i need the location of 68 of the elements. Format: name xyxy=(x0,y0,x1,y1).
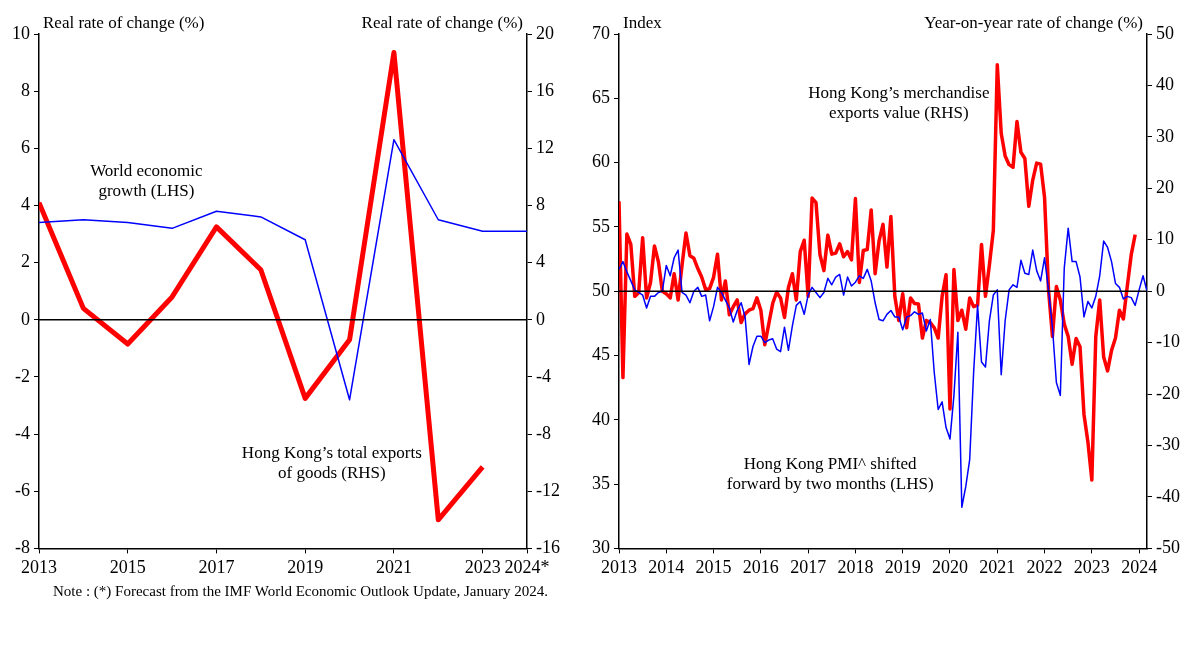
x-tick-label: 2017 xyxy=(790,556,827,577)
y2-tick-label: 40 xyxy=(1156,74,1175,95)
y-tick-label: 40 xyxy=(592,408,610,429)
y-tick-label: 45 xyxy=(592,344,610,365)
y-tick-label: -4 xyxy=(15,422,30,443)
x-tick-label: 2021 xyxy=(375,556,412,577)
x-tick-label: 2013 xyxy=(21,556,57,577)
x-tick-label: 2015 xyxy=(109,556,146,577)
y2-tick-label: 8 xyxy=(536,194,546,215)
y2-tick-label: 4 xyxy=(536,251,546,272)
x-tick-label: 2021 xyxy=(979,556,1016,577)
y-tick-label: 6 xyxy=(21,137,30,158)
y2-tick-label: 20 xyxy=(1156,177,1175,198)
y2-tick-label: 20 xyxy=(536,22,555,43)
y2-tick-label: -10 xyxy=(1156,331,1181,352)
series-label: World economic growth (LHS) xyxy=(90,160,204,200)
x-tick-label: 2018 xyxy=(837,556,874,577)
y2-axis-title: Year-on-year rate of change (%) xyxy=(924,12,1144,32)
series-label: Hong Kong’s total exports of goods (RHS) xyxy=(241,443,422,483)
y2-tick-label: -20 xyxy=(1156,382,1181,403)
series-label: Hong Kong PMI^ shifted forward by two months (LHS) xyxy=(726,453,934,493)
y-tick-label: 35 xyxy=(592,472,610,493)
x-tick-label: 2020 xyxy=(931,556,968,577)
y-tick-label: 0 xyxy=(21,308,30,329)
y-tick-label: -8 xyxy=(15,537,30,558)
y2-tick-label: -50 xyxy=(1156,537,1181,558)
x-tick-label: 2016 xyxy=(742,556,779,577)
y2-tick-label: 10 xyxy=(1156,228,1175,249)
x-tick-label: 2014 xyxy=(648,556,685,577)
y2-tick-label: -4 xyxy=(536,365,552,386)
y2-tick-label: 50 xyxy=(1156,22,1175,43)
x-tick-label: 2023 xyxy=(1073,556,1110,577)
y2-tick-label: -8 xyxy=(536,422,552,443)
series-label: Hong Kong’s merchandise exports value (RHS) xyxy=(808,83,990,123)
y-axis-title: Index xyxy=(623,12,663,32)
y2-tick-label: 16 xyxy=(536,79,555,100)
y-tick-label: 65 xyxy=(592,87,610,108)
x-tick-label: 2019 xyxy=(884,556,921,577)
y-axis-title: Real rate of change (%) xyxy=(43,12,205,32)
y2-tick-label: -30 xyxy=(1156,434,1181,455)
y-tick-label: 2 xyxy=(21,251,30,272)
y2-tick-label: -12 xyxy=(536,479,561,500)
y-tick-label: 70 xyxy=(592,22,610,43)
y2-axis-title: Real rate of change (%) xyxy=(361,12,524,32)
y-tick-label: 4 xyxy=(21,194,30,215)
y2-tick-label: 12 xyxy=(536,137,555,158)
y-tick-label: -2 xyxy=(15,365,30,386)
y-tick-label: -6 xyxy=(15,479,30,500)
x-tick-label: 2024 xyxy=(1121,556,1158,577)
y2-tick-label: 30 xyxy=(1156,125,1175,146)
y-tick-label: 60 xyxy=(592,151,610,172)
x-tick-label: 2024* xyxy=(504,556,550,577)
x-tick-label: 2013 xyxy=(601,556,637,577)
x-tick-label: 2022 xyxy=(1026,556,1063,577)
text: Note : (*) Forecast from the IMF World Economic Outlook Update, January 2024. xyxy=(52,583,550,600)
x-tick-label: 2019 xyxy=(287,556,324,577)
y-tick-label: 8 xyxy=(21,79,30,100)
x-tick-label: 2015 xyxy=(695,556,732,577)
y-tick-label: 10 xyxy=(12,22,30,43)
x-tick-label: 2023 xyxy=(464,556,501,577)
y-tick-label: 55 xyxy=(592,215,610,236)
y2-tick-label: -16 xyxy=(536,537,561,558)
y-tick-label: 30 xyxy=(592,537,610,558)
y2-tick-label: 0 xyxy=(1156,279,1166,300)
y2-tick-label: 0 xyxy=(536,308,546,329)
y-tick-label: 50 xyxy=(592,279,610,300)
y2-tick-label: -40 xyxy=(1156,485,1181,506)
x-tick-label: 2017 xyxy=(198,556,235,577)
